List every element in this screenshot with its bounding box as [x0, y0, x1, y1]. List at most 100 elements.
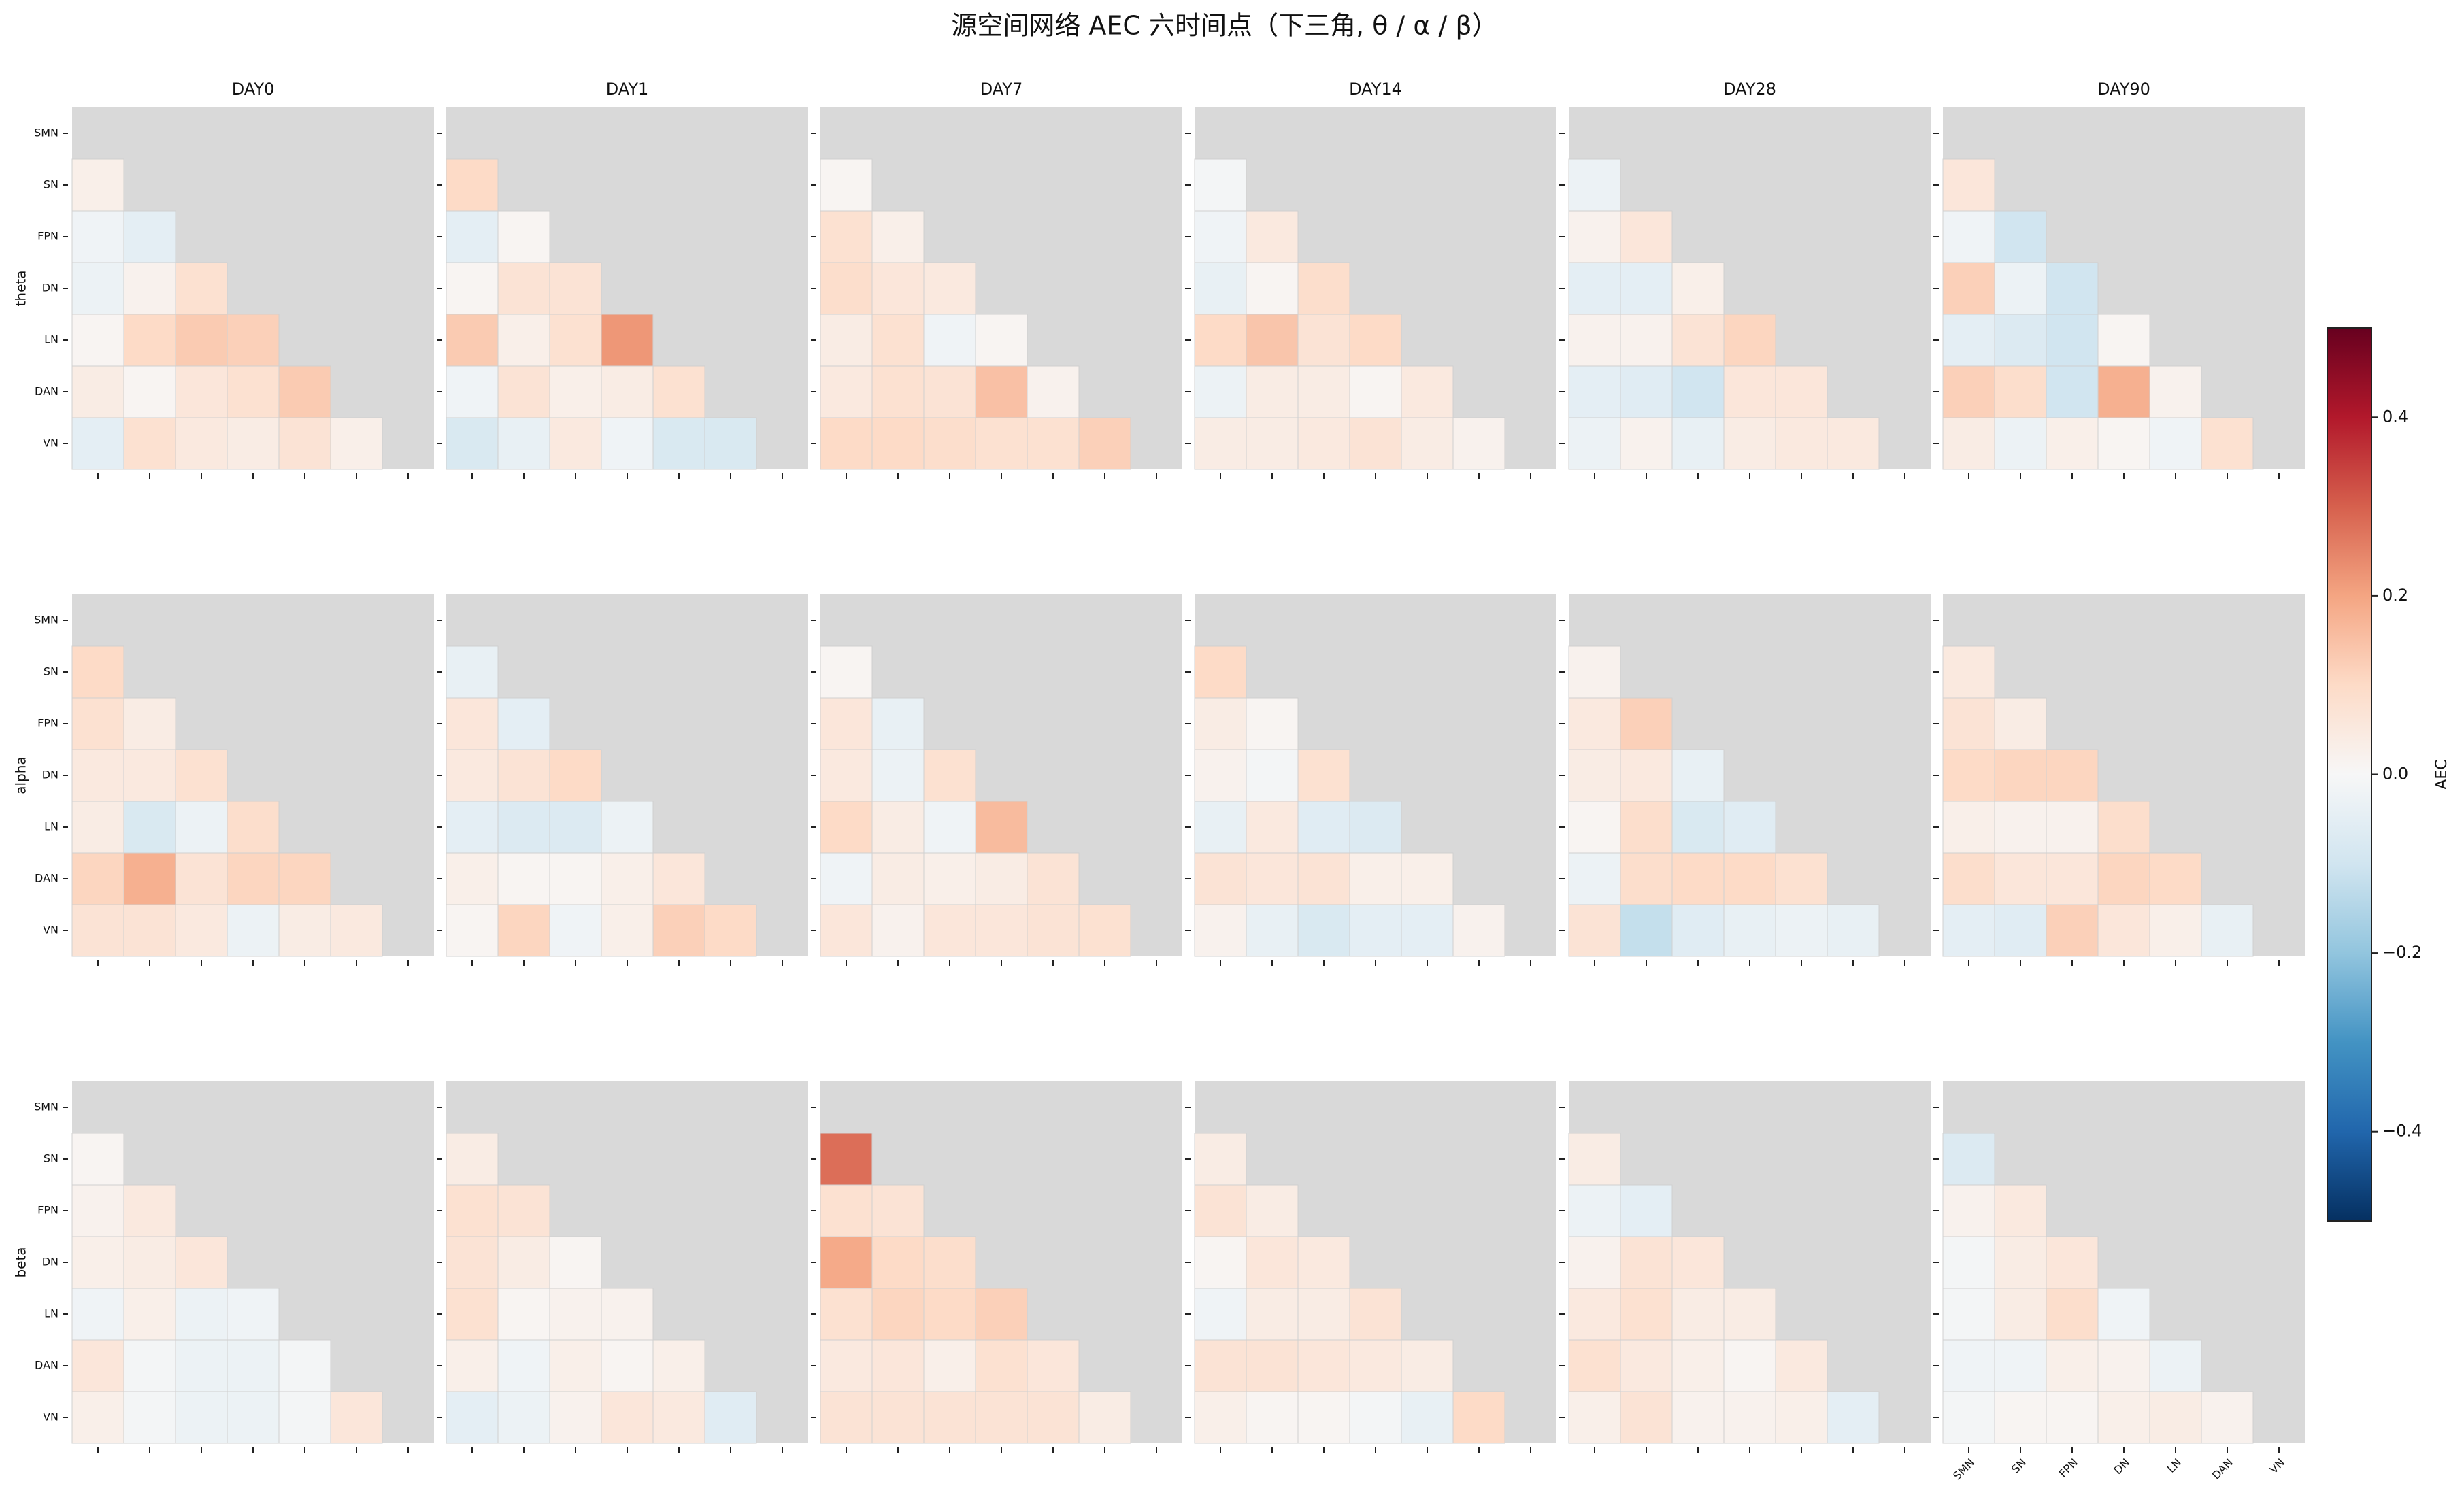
row-label: beta	[13, 1247, 29, 1277]
heatmap-cell	[1671, 417, 1725, 470]
heatmap-cell	[1401, 365, 1454, 418]
heatmap-cell	[2149, 904, 2202, 957]
y-tick-label: DN	[42, 1256, 59, 1269]
heatmap-cell	[123, 365, 176, 418]
heatmap-cell	[1194, 749, 1247, 802]
heatmap-cell	[446, 1288, 499, 1341]
heatmap-cell	[1297, 417, 1350, 470]
heatmap-cell	[1194, 158, 1247, 212]
heatmap-cell	[923, 1236, 976, 1289]
heatmap-cell	[1194, 1391, 1247, 1444]
heatmap-cell	[1027, 1391, 1080, 1444]
heatmap-cell	[497, 801, 550, 854]
heatmap-cell	[1620, 1339, 1673, 1392]
heatmap-cell	[871, 417, 925, 470]
column-title: DAY1	[606, 80, 649, 99]
heatmap-cell	[71, 1288, 124, 1341]
heatmap-cell	[2149, 852, 2202, 905]
heatmap-cell	[1942, 210, 1995, 263]
x-tick-label: DN	[2111, 1456, 2132, 1477]
heatmap-cell	[1620, 852, 1673, 905]
heatmap-cell	[871, 697, 925, 750]
heatmap-cell	[1401, 1391, 1454, 1444]
heatmap-cell	[1620, 697, 1673, 750]
heatmap-cell	[2097, 1391, 2150, 1444]
y-tick-label: SN	[44, 665, 59, 678]
heatmap-cell	[1994, 852, 2047, 905]
heatmap-cell	[1297, 852, 1350, 905]
heatmap-cell	[1994, 697, 2047, 750]
heatmap-cell	[497, 1288, 550, 1341]
heatmap-cell	[1827, 417, 1880, 470]
heatmap-cell	[871, 314, 925, 367]
heatmap-cell	[871, 1288, 925, 1341]
row-label: alpha	[13, 756, 29, 794]
heatmap-cell	[1349, 1339, 1402, 1392]
heatmap-cell	[497, 1391, 550, 1444]
y-tick-label: LN	[44, 820, 59, 833]
heatmap-cell	[820, 904, 873, 957]
heatmap-cell	[2046, 852, 2099, 905]
heatmap-cell	[1568, 314, 1621, 367]
row-label: theta	[13, 271, 29, 307]
heatmap-cell	[871, 1339, 925, 1392]
heatmap-cell	[1942, 1236, 1995, 1289]
heatmap-cell	[446, 904, 499, 957]
heatmap-cell	[1349, 365, 1402, 418]
x-tick-label: LN	[2165, 1456, 2184, 1475]
heatmap-cell	[820, 1339, 873, 1392]
heatmap-cell	[2046, 904, 2099, 957]
heatmap-cell	[2149, 1339, 2202, 1392]
column-title: DAY0	[232, 80, 275, 99]
heatmap-cell	[1942, 262, 1995, 315]
heatmap-cell	[820, 1391, 873, 1444]
colorbar-tick-label: 0.2	[2382, 586, 2408, 605]
heatmap-cell	[1671, 365, 1725, 418]
heatmap-cell	[1994, 1184, 2047, 1237]
heatmap-cell	[497, 904, 550, 957]
y-tick-label: DAN	[35, 385, 59, 398]
heatmap-cell	[1775, 1391, 1828, 1444]
heatmap-cell	[497, 210, 550, 263]
heatmap-cell	[175, 749, 228, 802]
heatmap-cell	[923, 1391, 976, 1444]
heatmap-cell	[975, 1339, 1028, 1392]
heatmap-cell	[278, 1339, 331, 1392]
heatmap-cell	[175, 365, 228, 418]
heatmap-cell	[601, 852, 654, 905]
heatmap-cell	[1827, 1391, 1880, 1444]
heatmap-cell	[1994, 801, 2047, 854]
heatmap-cell	[1942, 904, 1995, 957]
heatmap-cell	[820, 314, 873, 367]
heatmap-cell	[446, 365, 499, 418]
heatmap-cell	[1942, 1339, 1995, 1392]
heatmap-cell	[123, 904, 176, 957]
heatmap-cell	[871, 904, 925, 957]
heatmap-cell	[1401, 852, 1454, 905]
heatmap-cell	[123, 1339, 176, 1392]
heatmap-cell	[446, 749, 499, 802]
heatmap-cell	[1246, 365, 1299, 418]
x-tick-label: FPN	[2057, 1456, 2080, 1480]
heatmap-cell	[1297, 801, 1350, 854]
heatmap-cell	[2097, 801, 2150, 854]
heatmap-cell	[1994, 1391, 2047, 1444]
y-tick-label: SMN	[34, 127, 59, 139]
heatmap-cell	[123, 801, 176, 854]
heatmap-cell	[601, 1339, 654, 1392]
heatmap-cell	[1568, 1236, 1621, 1289]
heatmap-cell	[1349, 1288, 1402, 1341]
heatmap-cell	[175, 1339, 228, 1392]
heatmap-cell	[175, 1391, 228, 1444]
heatmap-cell	[1568, 904, 1621, 957]
heatmap-cell	[1078, 904, 1131, 957]
heatmap-cell	[123, 417, 176, 470]
heatmap-cell	[1194, 1236, 1247, 1289]
heatmap-cell	[227, 852, 280, 905]
heatmap-cell	[2201, 1391, 2254, 1444]
heatmap-cell	[1194, 645, 1247, 699]
heatmap-cell	[71, 314, 124, 367]
heatmap-cell	[1723, 365, 1776, 418]
heatmap-cell	[497, 1339, 550, 1392]
heatmap-cell	[1246, 314, 1299, 367]
